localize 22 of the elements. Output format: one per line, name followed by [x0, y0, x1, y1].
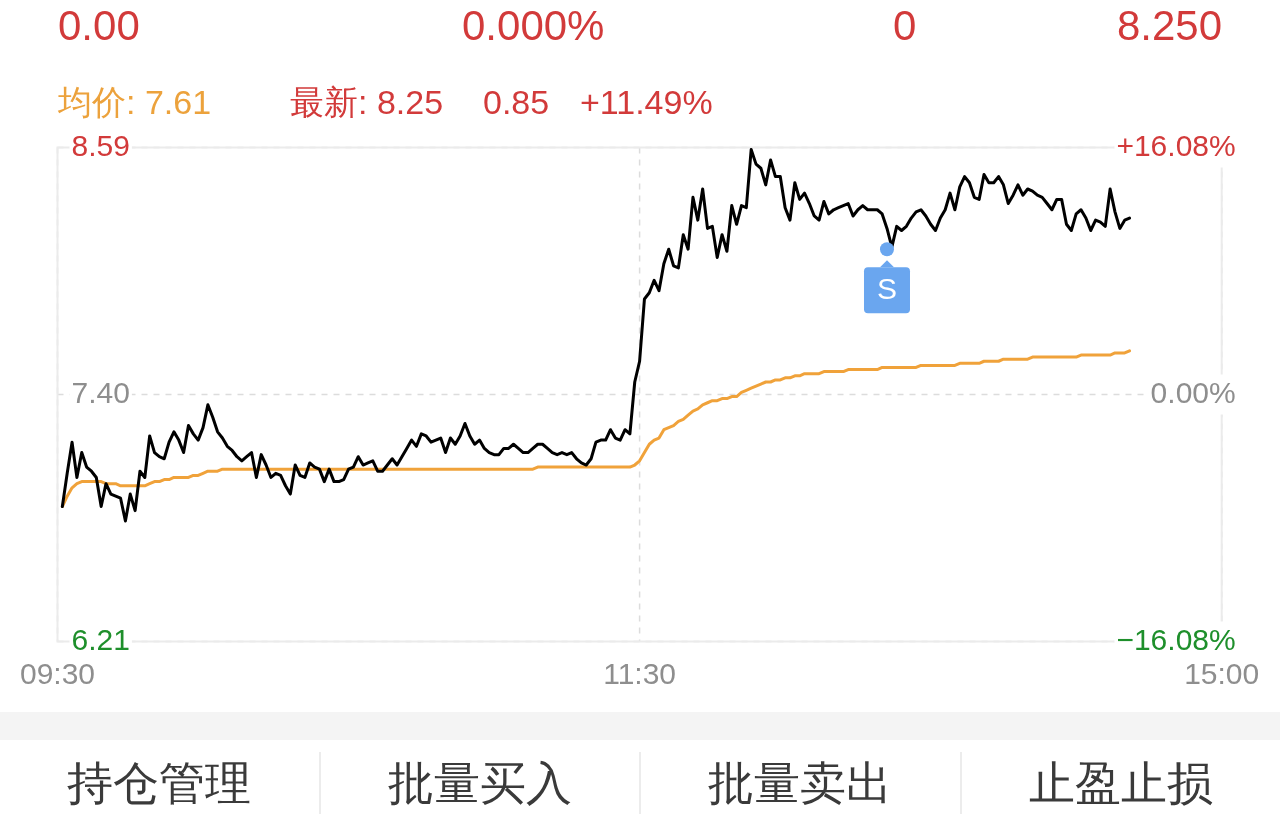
y-tick-label: 8.59	[71, 128, 130, 162]
text: 8.250	[1116, 2, 1222, 50]
x-tick-label: 11:30	[603, 656, 677, 690]
y-tick-label: 7.40	[71, 375, 130, 409]
x-tick-label: 15:00	[1184, 656, 1260, 690]
text: 持仓管理	[67, 756, 252, 810]
text: 均价: 7.61	[58, 82, 212, 122]
text: 0.00	[58, 2, 140, 50]
text: 批量买入	[387, 756, 572, 810]
y2-tick-label: +16.08%	[1116, 128, 1236, 162]
legend-label: S	[876, 272, 897, 306]
x-tick-label: 09:30	[19, 656, 96, 690]
text: +11.49%	[580, 82, 713, 122]
text: 批量卖出	[708, 756, 893, 810]
text: 最新: 8.25	[290, 82, 444, 122]
y2-tick-label: 0.00%	[1150, 375, 1236, 409]
text: 0.000%	[462, 2, 605, 50]
text: 0	[893, 2, 917, 50]
y-tick-label: 6.21	[71, 622, 130, 656]
text: 0.85	[483, 82, 550, 122]
text: 止盈止损	[1028, 756, 1213, 810]
y2-tick-label: −16.08%	[1116, 622, 1236, 656]
